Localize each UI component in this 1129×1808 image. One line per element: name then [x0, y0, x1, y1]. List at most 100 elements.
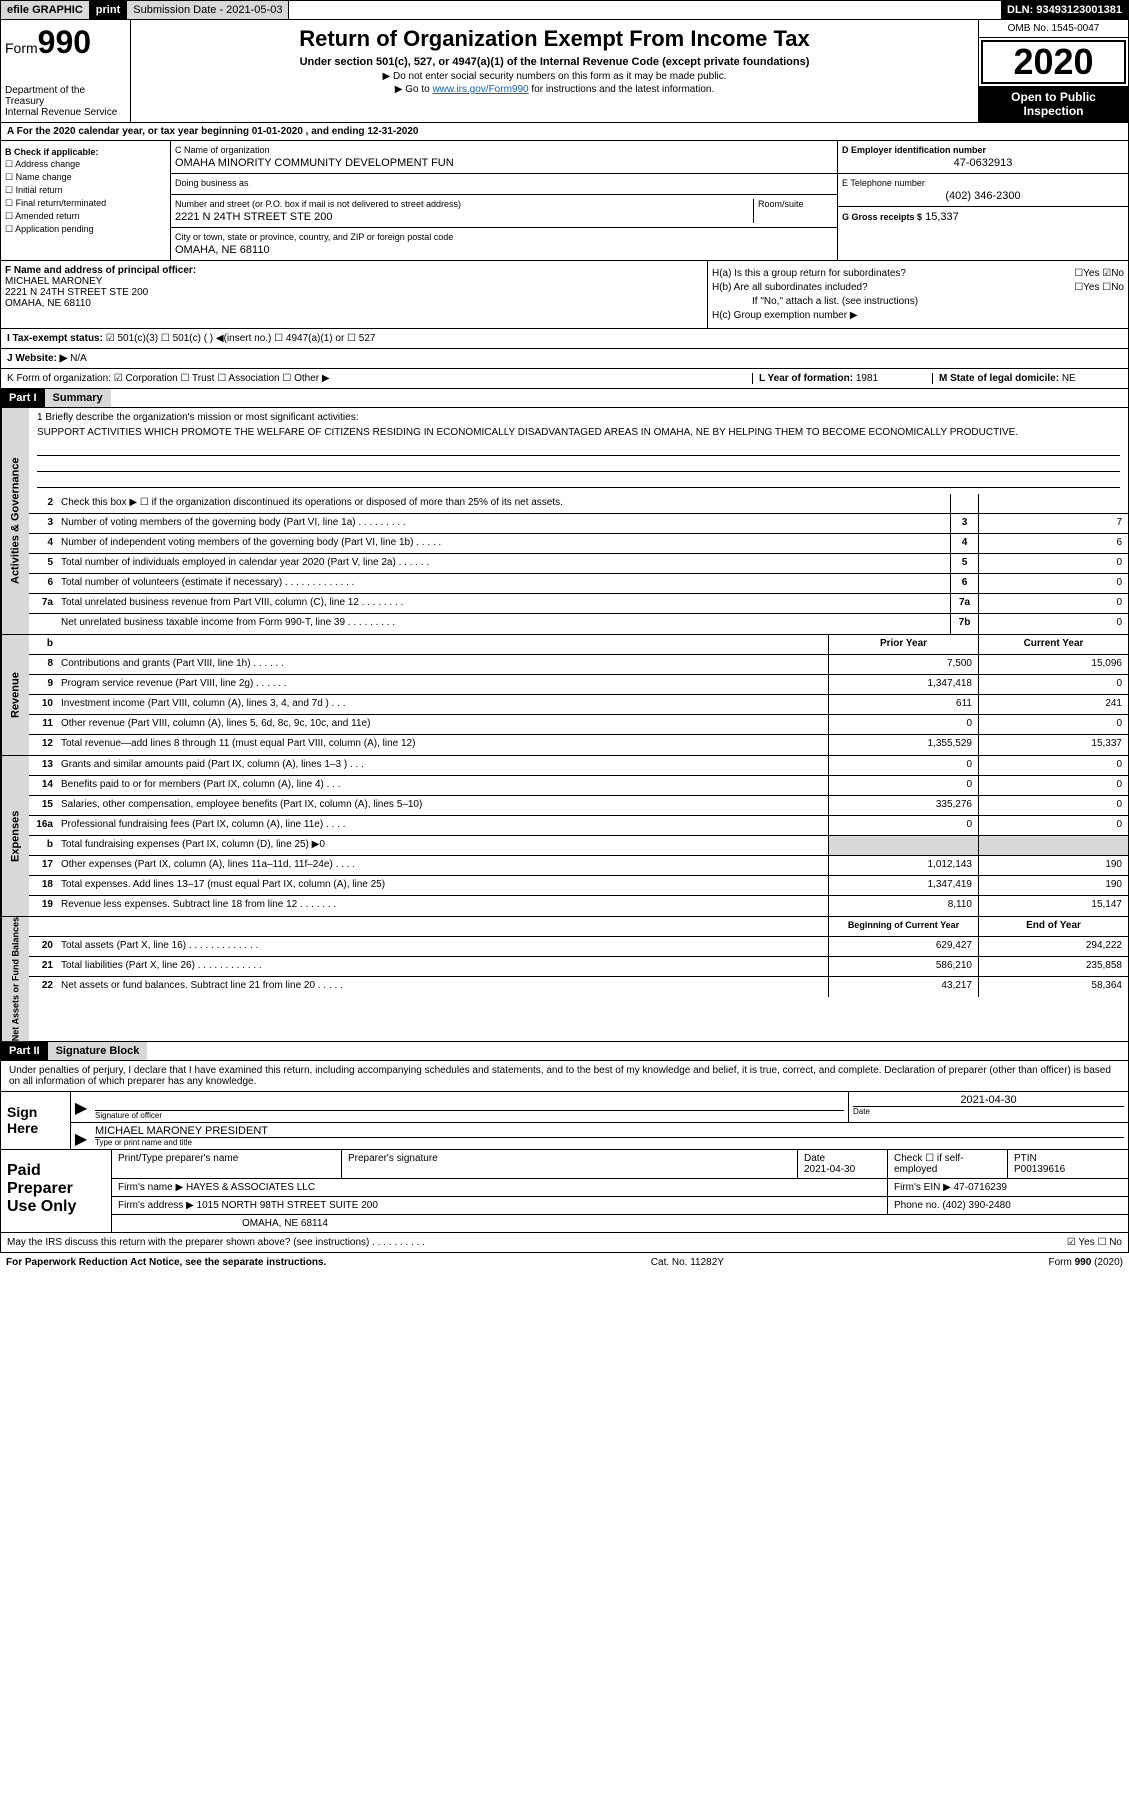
table-row: 7a Total unrelated business revenue from…: [29, 594, 1128, 614]
table-row: 14 Benefits paid to or for members (Part…: [29, 776, 1128, 796]
paid-preparer-label: Paid Preparer Use Only: [1, 1150, 111, 1232]
department: Department of the Treasury Internal Reve…: [5, 85, 126, 118]
tax-exempt-options[interactable]: ☑ 501(c)(3) ☐ 501(c) ( ) ◀(insert no.) ☐…: [106, 333, 376, 344]
table-row: 6 Total number of volunteers (estimate i…: [29, 574, 1128, 594]
ptin: P00139616: [1014, 1164, 1065, 1175]
block-bc: B Check if applicable: ☐ Address change …: [0, 141, 1129, 261]
box-b: B Check if applicable: ☐ Address change …: [1, 141, 171, 260]
preparer-block: Paid Preparer Use Only Print/Type prepar…: [0, 1150, 1129, 1233]
expenses-section: Expenses 13 Grants and similar amounts p…: [0, 756, 1129, 917]
side-revenue: Revenue: [1, 635, 29, 755]
group-return-answer[interactable]: ☐Yes ☑No: [1074, 268, 1124, 279]
footer: For Paperwork Reduction Act Notice, see …: [0, 1253, 1129, 1272]
state-domicile: NE: [1062, 373, 1076, 384]
col-prior-year: Prior Year: [828, 635, 978, 654]
box-h: H(a) Is this a group return for subordin…: [708, 261, 1128, 328]
form-number: Form990: [5, 24, 126, 61]
table-row: b Total fundraising expenses (Part IX, c…: [29, 836, 1128, 856]
note-ssn: ▶ Do not enter social security numbers o…: [137, 71, 972, 82]
year-formation: 1981: [856, 373, 878, 384]
form-org-type[interactable]: K Form of organization: ☑ Corporation ☐ …: [7, 373, 752, 384]
officer-sig-name: MICHAEL MARONEY PRESIDENT: [95, 1125, 1124, 1137]
ein: 47-0632913: [842, 157, 1124, 169]
table-row: 13 Grants and similar amounts paid (Part…: [29, 756, 1128, 776]
note-link: ▶ Go to www.irs.gov/Form990 for instruct…: [137, 84, 972, 95]
table-row: 22 Net assets or fund balances. Subtract…: [29, 977, 1128, 997]
table-row: 2 Check this box ▶ ☐ if the organization…: [29, 494, 1128, 514]
self-employed-check[interactable]: Check ☐ if self-employed: [888, 1150, 1008, 1178]
sign-date: 2021-04-30: [853, 1094, 1124, 1106]
website-row: J Website: ▶ N/A: [0, 349, 1129, 369]
cb-address-change[interactable]: ☐ Address change: [5, 159, 166, 170]
subordinates-answer[interactable]: ☐Yes ☐No: [1074, 282, 1124, 293]
officer-name: MICHAEL MARONEY: [5, 276, 703, 287]
col-begin-year: Beginning of Current Year: [828, 917, 978, 936]
table-row: 8 Contributions and grants (Part VIII, l…: [29, 655, 1128, 675]
arrow-icon: ▶: [71, 1092, 91, 1122]
cb-amended[interactable]: ☐ Amended return: [5, 211, 166, 222]
form-title: Return of Organization Exempt From Incom…: [137, 26, 972, 52]
table-row: 12 Total revenue—add lines 8 through 11 …: [29, 735, 1128, 755]
table-row: 20 Total assets (Part X, line 16) . . . …: [29, 937, 1128, 957]
form-subtitle: Under section 501(c), 527, or 4947(a)(1)…: [137, 56, 972, 68]
topbar: efile GRAPHIC print Submission Date - 20…: [0, 0, 1129, 20]
irs-discuss-answer[interactable]: ☑ Yes ☐ No: [1067, 1237, 1122, 1248]
table-row: 21 Total liabilities (Part X, line 26) .…: [29, 957, 1128, 977]
table-row: 5 Total number of individuals employed i…: [29, 554, 1128, 574]
declaration-text: Under penalties of perjury, I declare th…: [1, 1061, 1128, 1091]
side-expenses: Expenses: [1, 756, 29, 916]
table-row: 15 Salaries, other compensation, employe…: [29, 796, 1128, 816]
firm-addr2: OMAHA, NE 68114: [112, 1215, 1128, 1232]
phone: (402) 346-2300: [842, 190, 1124, 202]
omb-number: OMB No. 1545-0047: [979, 20, 1128, 38]
org-city: OMAHA, NE 68110: [175, 244, 833, 256]
cb-final-return[interactable]: ☐ Final return/terminated: [5, 198, 166, 209]
tax-year: 2020: [981, 40, 1126, 84]
irs-discuss-row: May the IRS discuss this return with the…: [0, 1233, 1129, 1253]
governance-section: Activities & Governance 1 Briefly descri…: [0, 408, 1129, 635]
submission-date: Submission Date - 2021-05-03: [127, 1, 289, 19]
form-header: Form990 Department of the Treasury Inter…: [0, 20, 1129, 123]
firm-phone: (402) 390-2480: [942, 1200, 1010, 1211]
line-a: A For the 2020 calendar year, or tax yea…: [0, 123, 1129, 141]
firm-name: HAYES & ASSOCIATES LLC: [186, 1182, 315, 1193]
block-fh: F Name and address of principal officer:…: [0, 261, 1129, 329]
open-public: Open to Public Inspection: [979, 86, 1128, 122]
org-address: 2221 N 24TH STREET STE 200: [175, 211, 753, 223]
side-governance: Activities & Governance: [1, 408, 29, 634]
sign-here-label: Sign Here: [1, 1092, 71, 1149]
netassets-section: Net Assets or Fund Balances Beginning of…: [0, 917, 1129, 1042]
cb-pending[interactable]: ☐ Application pending: [5, 224, 166, 235]
table-row: Net unrelated business taxable income fr…: [29, 614, 1128, 634]
cb-name-change[interactable]: ☐ Name change: [5, 172, 166, 183]
part1-header: Part ISummary: [0, 389, 1129, 408]
gross-receipts: 15,337: [925, 211, 959, 223]
box-c: C Name of organization OMAHA MINORITY CO…: [171, 141, 838, 260]
part2-header: Part IISignature Block: [0, 1042, 1129, 1061]
col-end-year: End of Year: [978, 917, 1128, 936]
table-row: 9 Program service revenue (Part VIII, li…: [29, 675, 1128, 695]
tax-exempt-row: I Tax-exempt status: ☑ 501(c)(3) ☐ 501(c…: [0, 329, 1129, 349]
table-row: 16a Professional fundraising fees (Part …: [29, 816, 1128, 836]
firm-ein: 47-0716239: [954, 1182, 1007, 1193]
table-row: 3 Number of voting members of the govern…: [29, 514, 1128, 534]
table-row: 10 Investment income (Part VIII, column …: [29, 695, 1128, 715]
print-button[interactable]: print: [90, 1, 127, 19]
org-name: OMAHA MINORITY COMMUNITY DEVELOPMENT FUN: [175, 157, 833, 169]
dln: DLN: 93493123001381: [1001, 1, 1128, 19]
table-row: 4 Number of independent voting members o…: [29, 534, 1128, 554]
table-row: 18 Total expenses. Add lines 13–17 (must…: [29, 876, 1128, 896]
box-d-e-g: D Employer identification number 47-0632…: [838, 141, 1128, 260]
irs-link[interactable]: www.irs.gov/Form990: [432, 84, 528, 95]
revenue-section: Revenue b Prior Year Current Year 8 Cont…: [0, 635, 1129, 756]
line-klm: K Form of organization: ☑ Corporation ☐ …: [0, 369, 1129, 389]
table-row: 19 Revenue less expenses. Subtract line …: [29, 896, 1128, 916]
cb-initial-return[interactable]: ☐ Initial return: [5, 185, 166, 196]
prep-date: 2021-04-30: [804, 1164, 855, 1175]
efile-label: efile GRAPHIC: [1, 1, 90, 19]
arrow-icon: ▶: [71, 1123, 91, 1149]
table-row: 11 Other revenue (Part VIII, column (A),…: [29, 715, 1128, 735]
website-value: N/A: [70, 353, 87, 364]
side-netassets: Net Assets or Fund Balances: [1, 917, 29, 1041]
table-row: 17 Other expenses (Part IX, column (A), …: [29, 856, 1128, 876]
